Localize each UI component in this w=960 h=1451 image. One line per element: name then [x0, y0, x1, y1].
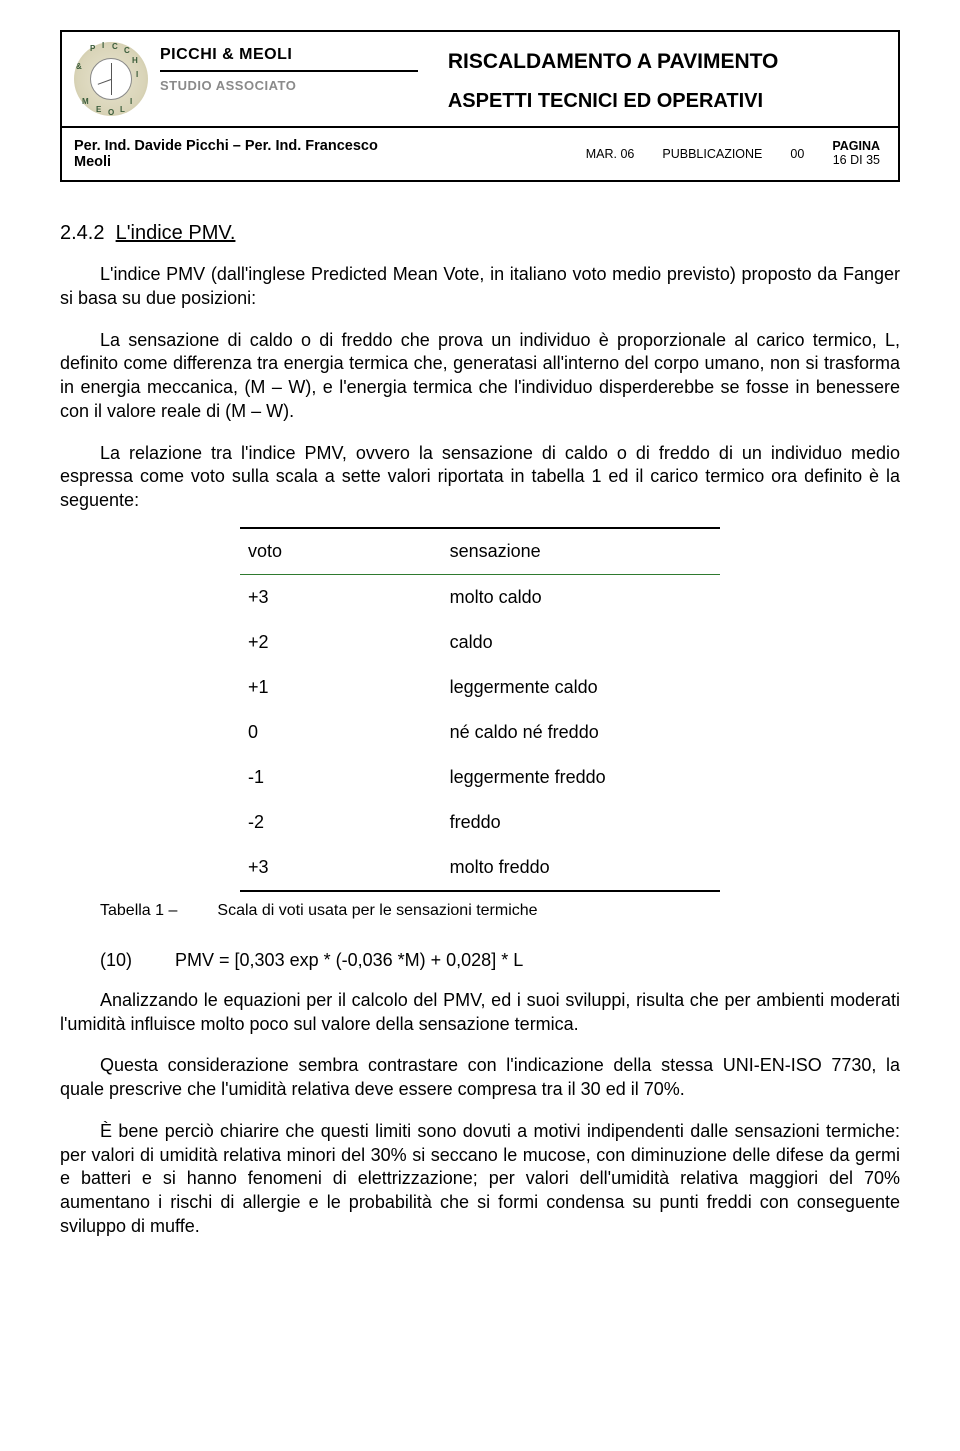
- table-row: -1leggermente freddo: [240, 755, 720, 800]
- table-caption: Tabella 1 – Scala di voti usata per le s…: [60, 902, 900, 920]
- table-row: +1leggermente caldo: [240, 665, 720, 710]
- paragraph-2: La sensazione di caldo o di freddo che p…: [60, 329, 900, 424]
- table-row: -2freddo: [240, 800, 720, 845]
- formula-text: PMV = [0,303 exp * (-0,036 *M) + 0,028] …: [175, 950, 523, 970]
- header-left-cell: P I C C H I & M E O L I PICCH: [62, 32, 430, 126]
- authors: Per. Ind. Davide Picchi – Per. Ind. Fran…: [62, 128, 430, 180]
- paragraph-1: L'indice PMV (dall'inglese Predicted Mea…: [60, 263, 900, 311]
- formula-line: (10) PMV = [0,303 exp * (-0,036 *M) + 0,…: [100, 950, 900, 971]
- paragraph-6: È bene perciò chiarire che questi limiti…: [60, 1120, 900, 1239]
- brand-name: PICCHI & MEOLI: [160, 46, 418, 64]
- section-title: L'indice PMV.: [116, 222, 236, 244]
- table-row: +3molto caldo: [240, 574, 720, 620]
- body-content: 2.4.2 L'indice PMV. L'indice PMV (dall'i…: [60, 182, 900, 1239]
- meta-row: Per. Ind. Davide Picchi – Per. Ind. Fran…: [62, 128, 898, 180]
- section-heading: 2.4.2 L'indice PMV.: [60, 222, 900, 245]
- table-row: +2caldo: [240, 620, 720, 665]
- header-row: P I C C H I & M E O L I PICCH: [62, 32, 898, 128]
- brand-divider: [160, 70, 418, 72]
- formula-number: (10): [100, 950, 170, 971]
- page-label: PAGINA: [832, 140, 880, 154]
- pmv-scale-table: voto sensazione +3molto caldo +2caldo +1…: [240, 527, 720, 892]
- table-header-voto: voto: [240, 528, 442, 575]
- document-title: RISCALDAMENTO A PAVIMENTO: [448, 50, 880, 74]
- doc-date: MAR. 06: [586, 147, 635, 161]
- document-header-box: P I C C H I & M E O L I PICCH: [60, 30, 900, 182]
- brand-subtitle: STUDIO ASSOCIATO: [160, 78, 418, 93]
- company-logo-icon: P I C C H I & M E O L I: [74, 42, 148, 116]
- section-number: 2.4.2: [60, 222, 104, 244]
- table-caption-label: Tabella 1 –: [100, 902, 177, 920]
- paragraph-5: Questa considerazione sembra contrastare…: [60, 1054, 900, 1102]
- paragraph-3: La relazione tra l'indice PMV, ovvero la…: [60, 442, 900, 513]
- page-number: 16 DI 35: [833, 154, 880, 168]
- pub-label: PUBBLICAZIONE: [662, 147, 762, 161]
- table-caption-text: Scala di voti usata per le sensazioni te…: [217, 902, 537, 920]
- table-row: +3molto freddo: [240, 845, 720, 891]
- meta-right: MAR. 06 PUBBLICAZIONE 00 PAGINA 16 DI 35: [430, 128, 898, 180]
- table-row: 0né caldo né freddo: [240, 710, 720, 755]
- table-header-sensazione: sensazione: [442, 528, 720, 575]
- pub-number: 00: [790, 147, 804, 161]
- paragraph-4: Analizzando le equazioni per il calcolo …: [60, 989, 900, 1037]
- document-subtitle: ASPETTI TECNICI ED OPERATIVI: [448, 90, 880, 113]
- header-right-cell: RISCALDAMENTO A PAVIMENTO ASPETTI TECNIC…: [430, 32, 898, 126]
